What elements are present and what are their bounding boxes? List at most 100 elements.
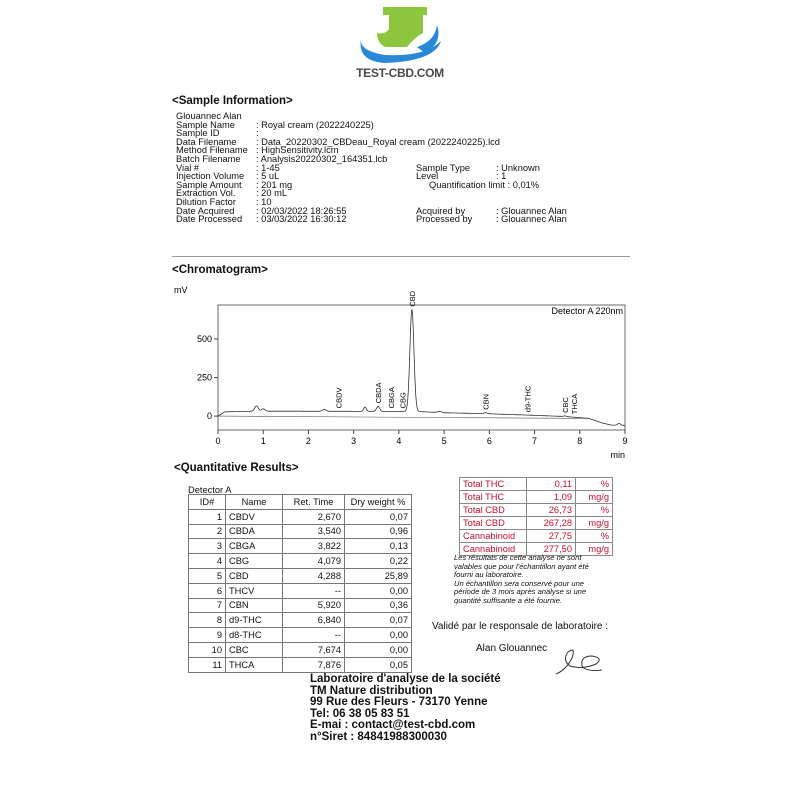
table-cell: 4: [188, 553, 226, 569]
table-cell: 0,05: [344, 656, 412, 673]
info-key: Date Processed: [176, 214, 243, 225]
totals-cell: 1,09: [526, 490, 576, 504]
table-cell: 4,079: [282, 553, 345, 569]
table-cell: 11: [188, 656, 226, 673]
table-cell: 25,89: [344, 567, 412, 584]
table-cell: 3: [188, 538, 226, 555]
table-cell: d9-THC: [225, 612, 283, 629]
x-tick-label: 4: [396, 436, 401, 446]
table-cell: CBN: [225, 597, 283, 614]
totals-cell: Cannabinoid: [459, 529, 527, 543]
totals-row: Cannabinoid 277,50 mg/g: [459, 542, 613, 556]
table-cell: CBD: [225, 567, 283, 584]
peak-label: CBN: [482, 394, 491, 410]
info-value: : Unknown: [496, 162, 540, 173]
table-cell: 0,07: [344, 508, 412, 525]
info-key: Method Filename: [176, 145, 248, 156]
disclaimer: Les résultats de cette analyse ne sont v…: [454, 553, 594, 606]
info-value: : 201 mg: [256, 179, 293, 190]
x-tick-label: 3: [351, 436, 356, 446]
x-tick-label: 1: [261, 436, 266, 446]
table-row: 11 THCA 7,876 0,05: [188, 656, 412, 673]
table-cell: 5,920: [282, 597, 345, 614]
info-key: Processed by: [416, 214, 473, 225]
table-cell: 5: [188, 567, 226, 584]
footer-line: 99 Rue des Fleurs - 73170 Yenne: [310, 696, 488, 709]
totals-cell: %: [575, 529, 613, 543]
table-cell: 3,822: [282, 538, 345, 555]
peak-label: CBG: [398, 392, 407, 408]
table-cell: 3,540: [282, 523, 345, 540]
info-value: : 10: [256, 196, 272, 207]
y-tick-label: 250: [197, 373, 212, 383]
table-cell: CBC: [225, 641, 283, 658]
table-cell: 0,13: [344, 538, 412, 555]
info-value: : Glouannec Alan: [496, 214, 567, 225]
sample-user: Glouannec Alan: [176, 111, 242, 121]
table-cell: 9: [188, 627, 226, 643]
table-cell: 0,07: [344, 612, 412, 629]
divider: [172, 256, 630, 257]
info-key: Acquired by: [416, 205, 466, 216]
table-row: 10 CBC 7,674 0,00: [188, 641, 412, 658]
quant-table: ID# Name Ret. Time Dry weight % 1 CBDV 2,670 0,…: [188, 494, 412, 673]
quant-heading: <Quantitative Results>: [174, 462, 299, 474]
y-tick-label: 0: [207, 411, 212, 421]
info-key: Level: [416, 171, 439, 182]
table-cell: 7,876: [282, 656, 345, 673]
logo: [360, 7, 441, 63]
totals-cell: %: [575, 503, 613, 517]
table-cell: 0,00: [344, 627, 412, 643]
x-tick-label: 2: [306, 436, 311, 446]
y-tick-label: 500: [197, 334, 212, 344]
totals-row: Total CBD 267,28 mg/g: [459, 516, 613, 530]
totals-row: Cannabinoid 27,75%: [459, 529, 613, 543]
totals-cell: 0,11: [526, 477, 576, 491]
peak-label: CBDA: [374, 382, 383, 403]
peak-label: d9-THC: [523, 385, 532, 412]
plot-frame: [217, 304, 626, 431]
table-cell: 10: [188, 641, 226, 658]
table-cell: 2: [188, 523, 226, 540]
info-key: Data Filename: [176, 136, 237, 147]
y-axis-label: mV: [174, 285, 188, 295]
info-value: : Data_20220302_CBDeau_Royal cream (2022…: [256, 136, 500, 147]
table-cell: 7: [188, 597, 226, 614]
validator-name: Alan Glouannec: [476, 643, 548, 654]
table-cell: 1: [188, 508, 226, 525]
peak-label: THCA: [570, 394, 579, 414]
info-key: Batch Filename: [176, 153, 241, 164]
peak-label: CBGA: [387, 387, 396, 408]
info-value: : 1: [496, 171, 507, 182]
info-value: :: [256, 128, 259, 139]
totals-cell: mg/g: [575, 516, 613, 530]
info-value: : 03/03/2022 16:30:12: [256, 214, 347, 225]
totals-cell: Total CBD: [459, 503, 527, 517]
table-row: 1 CBDV 2,670 0,07: [188, 508, 412, 525]
chromatogram-heading: <Chromatogram>: [172, 264, 268, 276]
info-key: Vial #: [176, 162, 200, 173]
table-row: 3 CBGA 3,822 0,13: [188, 538, 412, 555]
table-cell: d8-THC: [225, 627, 283, 643]
info-value: : Glouannec Alan: [496, 205, 567, 216]
info-value: : 20 mL: [256, 188, 288, 199]
peak-label: CBC: [561, 396, 570, 412]
peak-label: CBD: [408, 290, 417, 306]
disclaimer-p2: Un échantillon sera conservé pour une pé…: [454, 578, 587, 605]
table-row: 7 CBN 5,920 0,36: [188, 597, 412, 614]
table-cell: 6: [188, 582, 226, 599]
totals-cell: 27,75: [526, 529, 576, 543]
table-row: 6 THCV -- 0,00: [188, 582, 412, 599]
table-cell: 0,36: [344, 597, 412, 614]
totals-cell: 267,28: [526, 516, 576, 530]
info-value: : HighSensitivity.lcm: [256, 145, 339, 156]
totals-table: Total THC 0,11% Total THC 1,09 mg/g Total CBD…: [459, 477, 613, 556]
table-cell: THCA: [225, 656, 283, 673]
signature: [555, 649, 603, 675]
table-cell: 0,22: [344, 553, 412, 569]
detector-label: Detector A: [188, 485, 232, 495]
x-tick-label: 7: [532, 436, 537, 446]
info-key: Extraction Vol.: [176, 188, 236, 199]
info-value: : 5 uL: [256, 171, 280, 182]
table-cell: CBDV: [225, 508, 283, 525]
